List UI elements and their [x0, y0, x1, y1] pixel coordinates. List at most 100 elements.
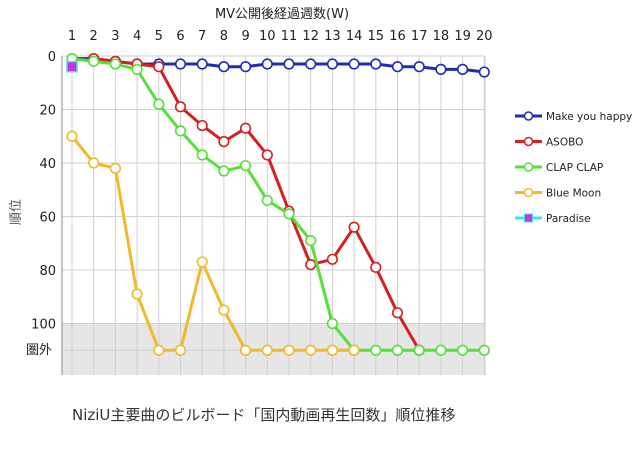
series-line-segment [70, 134, 96, 165]
legend-swatch-marker [523, 187, 534, 198]
data-point [348, 344, 360, 356]
data-point [348, 221, 360, 233]
data-point [88, 55, 100, 67]
legend-item: CLAP CLAP [515, 162, 603, 174]
y-tick-label: 0 [48, 50, 56, 65]
data-point [131, 63, 143, 75]
data-point [240, 122, 252, 134]
legend-label: Paradise [546, 213, 591, 225]
series-line-segment [352, 225, 378, 269]
data-point [478, 66, 490, 78]
data-point [283, 58, 295, 70]
data-point [196, 256, 208, 268]
series-asobo [88, 53, 425, 356]
x-tick-label: 6 [176, 29, 184, 44]
chart-caption: NiziU主要曲のビルボード「国内動画再生回数」順位推移 [72, 406, 456, 424]
x-tick-label: 2 [90, 29, 98, 44]
x-tick-label: 11 [281, 29, 298, 44]
data-point [435, 344, 447, 356]
y-axis-label: 順位 [9, 199, 24, 225]
series-blue-moon [66, 130, 360, 356]
legend-swatch-marker [523, 136, 534, 147]
series-line-segment [200, 260, 226, 312]
data-point [326, 344, 339, 356]
x-tick-label: 14 [346, 29, 363, 44]
series-line-segment [113, 166, 139, 296]
y-tick-label: 60 [39, 211, 56, 226]
data-point [109, 162, 121, 174]
y-tick-label: 40 [39, 157, 56, 172]
legend-item: ASOBO [515, 137, 583, 149]
data-point [88, 157, 100, 169]
series-line-segment [265, 153, 291, 213]
series-line-segment [179, 260, 204, 352]
legend-label: Make you happy [546, 111, 632, 123]
chart-title: MV公開後経過週数(W) [215, 7, 349, 22]
data-point [261, 194, 273, 207]
legend-item: Make you happy [515, 111, 632, 123]
data-point [240, 160, 252, 172]
data-point [218, 304, 230, 316]
data-point [283, 344, 295, 356]
series-line-segment [222, 308, 248, 352]
data-point [196, 58, 208, 70]
y-tick-label: 20 [39, 104, 56, 119]
x-tick-label: 12 [302, 29, 319, 44]
data-point [326, 317, 339, 330]
x-tick-label: 5 [155, 29, 163, 44]
legend-label: ASOBO [546, 137, 583, 149]
legend-item: Paradise [515, 213, 591, 225]
x-tick-label: 15 [368, 29, 385, 44]
data-point [153, 344, 165, 356]
data-point [370, 261, 382, 273]
data-point [413, 344, 425, 356]
series-line-segment [374, 265, 399, 315]
x-tick-label: 17 [411, 29, 428, 44]
data-point [153, 61, 165, 73]
data-point [261, 149, 273, 161]
x-tick-label: 1 [68, 29, 76, 44]
legend-label: CLAP CLAP [546, 162, 603, 174]
series-line-segment [309, 239, 334, 325]
series-line-segment [157, 102, 182, 133]
data-point [391, 307, 404, 319]
x-tick-label: 19 [454, 29, 471, 44]
legend-swatch-marker [524, 213, 533, 223]
data-point [174, 58, 187, 70]
data-point [109, 58, 121, 70]
series-paradise [66, 60, 78, 73]
data-point [478, 344, 490, 356]
x-tick-label: 8 [220, 29, 228, 44]
legend-swatch-marker [523, 162, 534, 172]
data-point [283, 208, 295, 220]
y-out-label: 圏外 [26, 343, 52, 358]
series-line-segment [244, 126, 269, 157]
data-point [174, 125, 187, 137]
series-line-segment [396, 311, 421, 352]
data-point [305, 58, 317, 70]
data-point [413, 61, 425, 73]
data-point [218, 165, 230, 177]
data-point [370, 344, 382, 356]
x-tick-label: 18 [433, 29, 450, 44]
series-make-you-happy [66, 53, 490, 78]
data-point [131, 288, 143, 300]
data-point [153, 98, 165, 110]
series-line-segment [330, 225, 356, 261]
data-point [240, 344, 252, 356]
legend-item: Blue Moon [515, 188, 601, 200]
data-point [391, 344, 404, 356]
data-point [326, 253, 339, 265]
data-point [196, 119, 208, 132]
data-point [305, 234, 317, 247]
y-tick-label: 100 [31, 318, 56, 333]
series-line-segment [157, 65, 182, 109]
x-tick-label: 3 [111, 29, 119, 44]
data-point [218, 61, 230, 73]
x-tick-label: 7 [198, 29, 206, 44]
series-line-segment [330, 322, 356, 352]
x-tick-label: 9 [241, 29, 249, 44]
data-point [391, 61, 404, 73]
data-point [457, 344, 469, 356]
